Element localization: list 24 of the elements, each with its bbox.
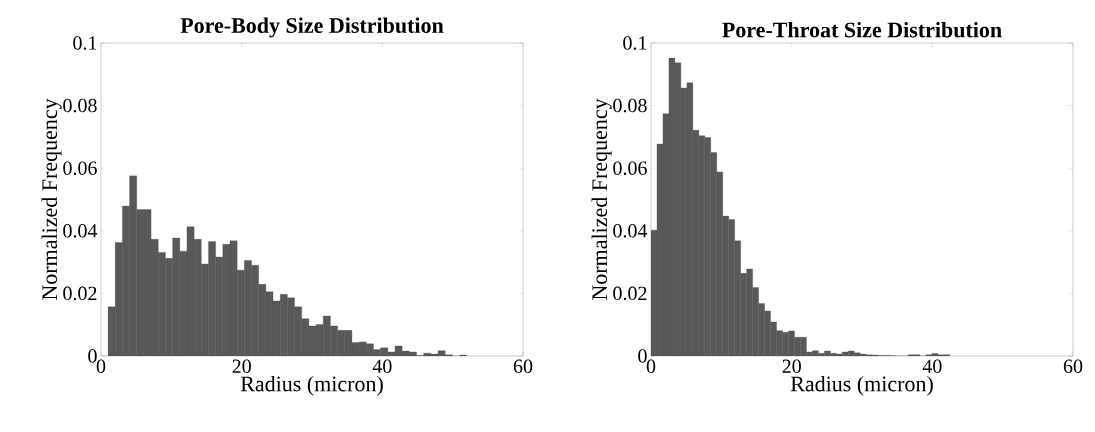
x-tick-label: 20 — [782, 359, 801, 374]
x-axis-title: Radius (micron) — [240, 375, 383, 396]
x-tick-label: 40 — [372, 359, 392, 374]
y-tick-label: 0.02 — [613, 286, 647, 301]
y-tick-label: 0.06 — [613, 161, 647, 175]
y-tick-label: 0.08 — [63, 98, 97, 113]
chart-title: Pore-Body Size Distribution — [180, 17, 444, 38]
y-tick-label: 0.1 — [623, 36, 647, 50]
x-tick-label: 60 — [1063, 359, 1083, 374]
y-tick-label: 0 — [88, 349, 97, 363]
y-tick-label: 0.04 — [613, 224, 648, 238]
y-tick-label: 0.06 — [63, 161, 97, 175]
y-tick-label: 0.04 — [63, 224, 98, 238]
y-tick-label: 0.1 — [73, 36, 97, 50]
y-axis-title: Normalized Frequency — [41, 98, 62, 300]
x-tick-label: 60 — [513, 359, 533, 374]
x-tick-label: 40 — [922, 359, 942, 374]
y-tick-label: 0 — [638, 349, 647, 363]
x-tick-label: 20 — [232, 359, 251, 374]
x-axis-title: Radius (micron) — [790, 375, 933, 396]
y-axis-title: Normalized Frequency — [591, 98, 612, 300]
y-tick-label: 0.08 — [613, 98, 647, 113]
chart-title: Pore-Throat Size Distribution — [722, 21, 1002, 38]
y-tick-label: 0.02 — [63, 286, 97, 301]
